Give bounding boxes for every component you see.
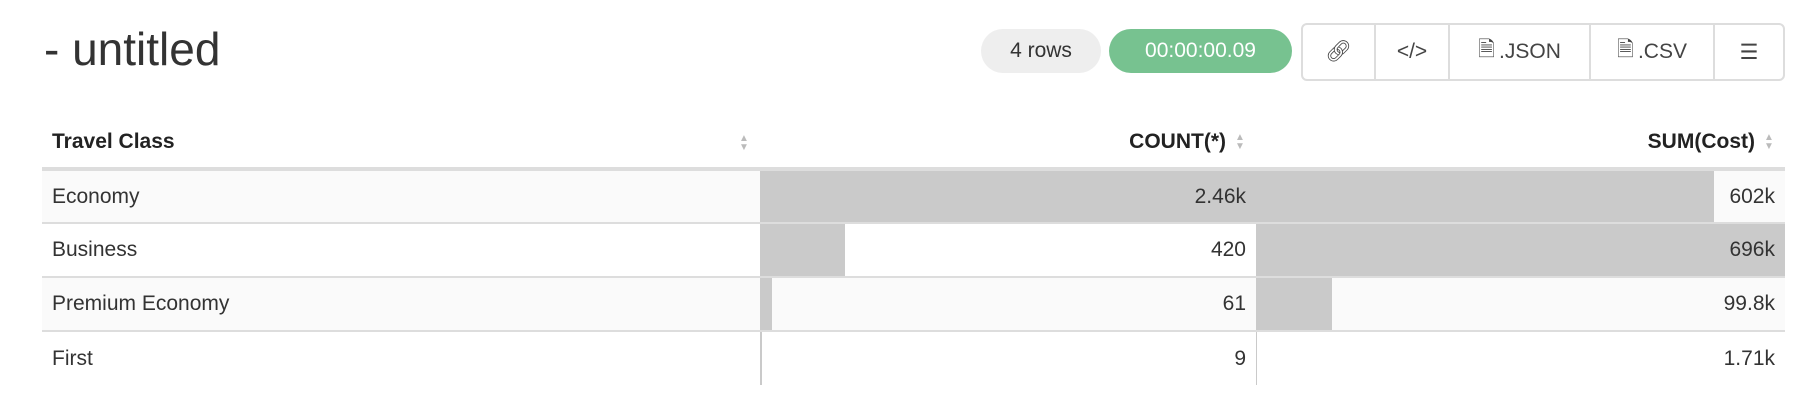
- count-bar: [760, 278, 773, 330]
- sum-bar: [1256, 332, 1258, 385]
- view-code-button[interactable]: </>: [1376, 25, 1450, 79]
- sort-icon[interactable]: ▲ ▼: [739, 132, 749, 153]
- cell-travel-class: Business: [42, 223, 760, 278]
- json-file-icon: 🗎︎: [1478, 37, 1496, 61]
- table-row: Economy 2.46k 602k: [42, 169, 1785, 224]
- count-bar: [760, 332, 762, 385]
- count-bar: [760, 171, 1256, 222]
- sum-bar: [1256, 278, 1332, 330]
- sum-bar: [1256, 171, 1714, 222]
- cell-count: 9: [760, 331, 1256, 385]
- toolbar: 🔗︎ </> 🗎︎ .JSON 🗎︎ .CSV ☰: [1301, 23, 1785, 81]
- page-title: - untitled: [44, 23, 221, 75]
- cell-sum-cost: 696k: [1256, 223, 1785, 278]
- sort-icon[interactable]: ▲ ▼: [1235, 131, 1245, 152]
- sum-bar: [1256, 224, 1785, 276]
- link-icon: 🔗︎: [1325, 40, 1352, 63]
- code-icon: </>: [1396, 40, 1428, 63]
- copy-link-button[interactable]: 🔗︎: [1303, 25, 1376, 79]
- header-sum-cost[interactable]: SUM(Cost) ▲ ▼: [1256, 116, 1785, 171]
- csv-file-icon: 🗎︎: [1617, 37, 1634, 61]
- count-bar: [760, 224, 845, 276]
- menu-icon: ☰: [1739, 40, 1759, 64]
- results-table: Travel Class ▲ ▼ COUNT(*) ▲ ▼ SUM(Cost) ▲ ▼ Ec…: [42, 116, 1785, 385]
- cell-sum-cost: 1.71k: [1256, 331, 1785, 385]
- sort-icon[interactable]: ▲ ▼: [1764, 131, 1774, 152]
- table-row: Business 420 696k: [42, 223, 1785, 278]
- row-count-badge: 4 rows: [981, 29, 1101, 73]
- cell-count: 2.46k: [760, 169, 1256, 224]
- header-count[interactable]: COUNT(*) ▲ ▼: [760, 116, 1256, 171]
- cell-sum-cost: 99.8k: [1256, 277, 1785, 332]
- table-row: Premium Economy 61 99.8k: [42, 277, 1785, 332]
- cell-sum-cost: 602k: [1256, 169, 1785, 224]
- cell-travel-class: First: [52, 346, 93, 370]
- export-json-button[interactable]: 🗎︎ .JSON: [1450, 25, 1591, 79]
- menu-button[interactable]: ☰: [1715, 25, 1783, 79]
- cell-travel-class: Economy: [42, 169, 760, 224]
- export-csv-button[interactable]: 🗎︎ .CSV: [1591, 25, 1715, 79]
- cell-count: 61: [760, 277, 1256, 332]
- header-travel-class[interactable]: Travel Class ▲ ▼: [42, 116, 760, 171]
- table-row: First 9 1.71k: [42, 331, 1785, 385]
- cell-count: 420: [760, 223, 1256, 278]
- query-timer-badge: 00:00:00.09: [1109, 29, 1292, 73]
- cell-travel-class: Premium Economy: [42, 277, 760, 332]
